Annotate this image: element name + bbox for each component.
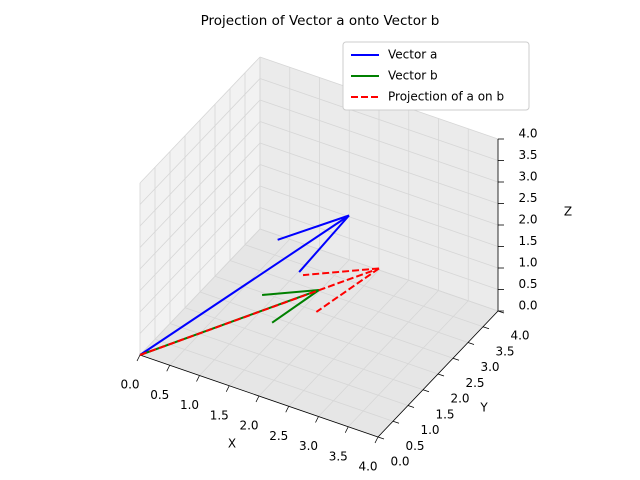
x-tick-label: 1.0 xyxy=(180,398,199,412)
legend-box xyxy=(342,41,530,111)
x-tick-label: 2.0 xyxy=(239,419,258,433)
arrow-head xyxy=(262,289,320,297)
tick-mark xyxy=(377,436,385,440)
tick-mark xyxy=(285,406,290,413)
y-axis-line xyxy=(377,310,499,438)
grid-line xyxy=(259,121,499,204)
legend-label: Projection of a on b xyxy=(388,90,504,104)
grid-line xyxy=(139,99,261,227)
grid-line xyxy=(214,275,454,359)
tick-mark xyxy=(422,389,430,393)
z-tick-label: 3.5 xyxy=(518,148,537,162)
y-tick-label: 1.5 xyxy=(435,407,454,421)
tick-mark xyxy=(315,416,319,423)
arrow-head xyxy=(302,267,380,277)
grid-line xyxy=(139,185,261,313)
z-tick-label: 3.0 xyxy=(518,170,537,184)
legend-label: Vector a xyxy=(388,48,437,62)
tick-mark xyxy=(467,342,475,345)
tick-mark xyxy=(374,436,379,444)
tick-mark xyxy=(407,405,415,408)
grid-line xyxy=(259,142,499,226)
z-axis-label: Z xyxy=(564,205,572,219)
tick-mark xyxy=(255,395,260,403)
grid-line xyxy=(259,207,499,290)
grid-line xyxy=(154,338,394,422)
y-tick-label: 2.5 xyxy=(465,376,484,390)
x-tick-label: 0.5 xyxy=(150,388,169,402)
grid-line xyxy=(184,307,424,391)
grid-line xyxy=(259,185,499,269)
vector-shaft xyxy=(139,214,350,356)
tick-mark xyxy=(482,326,490,330)
grid-line xyxy=(139,228,261,356)
y-tick-label: 0.0 xyxy=(390,455,409,469)
z-tick-label: 1.0 xyxy=(518,256,537,270)
z-tick-label: 0.0 xyxy=(518,299,537,313)
z-tick-label: 0.5 xyxy=(518,277,537,291)
z-tick-label: 2.0 xyxy=(518,213,537,227)
x-tick-label: 0.0 xyxy=(120,378,139,392)
grid-line xyxy=(229,260,469,343)
tick-mark xyxy=(344,426,349,433)
arrow-head xyxy=(277,214,350,241)
z-tick-label: 4.0 xyxy=(518,127,537,141)
x-tick-label: 3.5 xyxy=(329,449,348,463)
x-axis-label: X xyxy=(228,437,236,451)
grid-line xyxy=(139,56,261,184)
tick-mark xyxy=(166,365,171,372)
legend-label: Vector b xyxy=(388,69,438,83)
vector-shaft xyxy=(139,267,380,356)
grid-line xyxy=(259,99,499,183)
grid-line xyxy=(199,291,439,375)
grid-line xyxy=(139,142,261,270)
tick-mark xyxy=(452,357,460,361)
tick-mark xyxy=(196,375,200,382)
x-tick-label: 2.5 xyxy=(269,429,288,443)
y-axis-label: Y xyxy=(479,401,488,415)
x-tick-label: 4.0 xyxy=(358,460,377,474)
arrow-head xyxy=(298,214,350,273)
grid-line xyxy=(139,164,261,291)
arrow-head xyxy=(271,289,320,324)
vector xyxy=(139,267,380,356)
y-tick-label: 4.0 xyxy=(510,329,529,343)
grid-line xyxy=(139,78,261,205)
y-tick-label: 0.5 xyxy=(405,439,424,453)
grid-line xyxy=(259,228,499,312)
grid-line xyxy=(139,207,261,334)
x-axis-line xyxy=(139,354,379,438)
y-tick-label: 3.5 xyxy=(495,344,514,358)
tick-mark xyxy=(392,420,400,424)
grid-line xyxy=(259,78,499,161)
y-tick-label: 3.0 xyxy=(480,360,499,374)
grid-line xyxy=(259,164,499,247)
tick-mark xyxy=(225,385,230,392)
chart-title: Projection of Vector a onto Vector b xyxy=(201,13,440,29)
arrow-head xyxy=(315,267,380,313)
z-tick-label: 1.5 xyxy=(518,234,537,248)
tick-mark xyxy=(136,354,141,362)
vector xyxy=(139,214,350,356)
x-tick-label: 1.5 xyxy=(210,408,229,422)
grid-line xyxy=(169,323,409,406)
tick-mark xyxy=(437,373,445,377)
y-tick-label: 1.0 xyxy=(420,423,439,437)
y-tick-label: 2.0 xyxy=(450,392,469,406)
grid-line xyxy=(139,121,261,248)
z-tick-label: 2.5 xyxy=(518,191,537,205)
x-tick-label: 3.0 xyxy=(299,439,318,453)
